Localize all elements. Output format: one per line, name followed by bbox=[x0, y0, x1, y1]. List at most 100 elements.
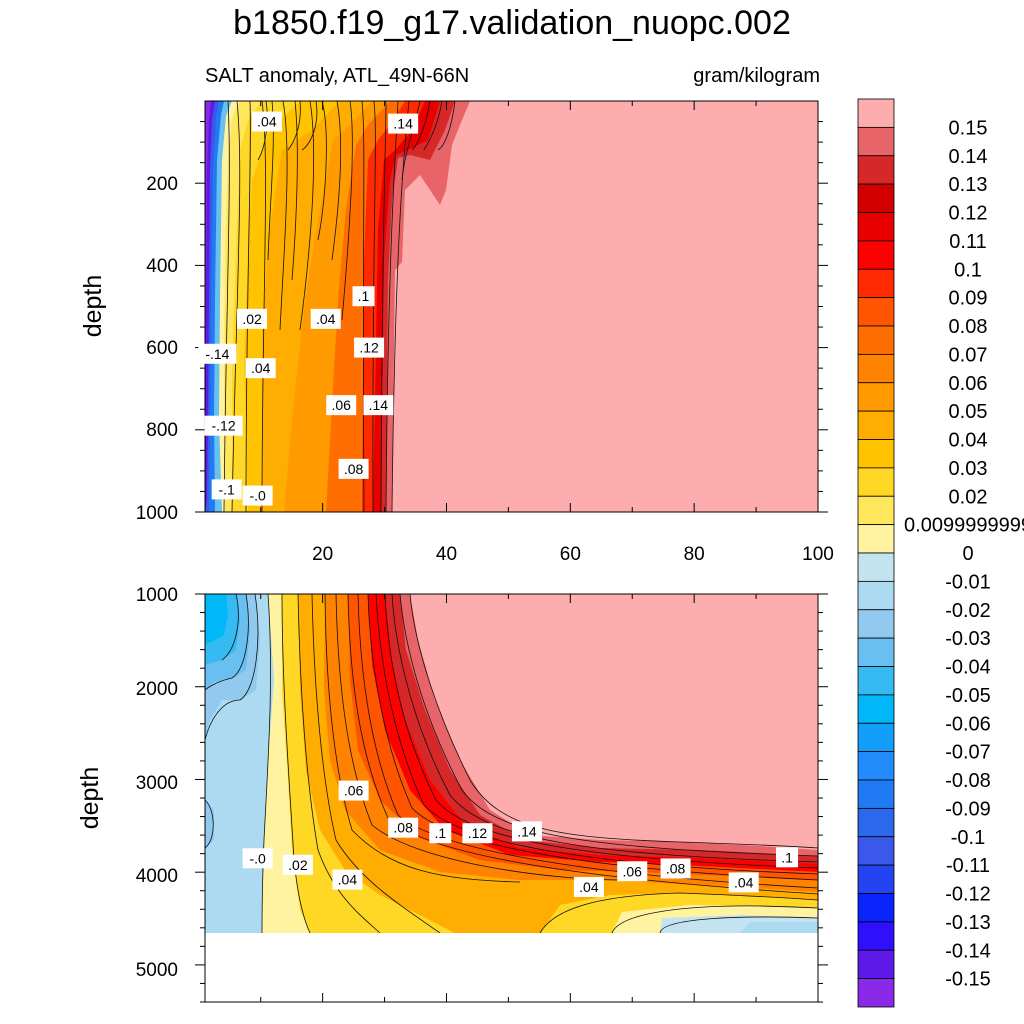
lower-panel: 1000 2000 3000 4000 5000 depth .06 .08 .1.… bbox=[76, 585, 828, 1003]
colorbar-box bbox=[857, 353, 895, 384]
contour-label-box bbox=[728, 872, 759, 893]
colorbar-labels: 0.15 0.14 0.13 0.12 0.11 0.1 0.09 0.08 0.07 0.06 0… bbox=[904, 117, 1024, 990]
contour-label: -.12 bbox=[204, 415, 243, 436]
contour-label: .06 bbox=[326, 395, 357, 416]
colorbar-label: -0.02 bbox=[945, 600, 991, 622]
lower-band-004 bbox=[205, 594, 818, 933]
colorbar-box bbox=[857, 807, 895, 838]
colorbar-label: -0.03 bbox=[945, 628, 991, 650]
colorbar-label: 0.15 bbox=[949, 117, 988, 139]
contour-label: .1 bbox=[352, 286, 375, 307]
contour-label-box bbox=[198, 343, 237, 364]
colorbar-box bbox=[857, 155, 895, 185]
colorbar-label: 0.02 bbox=[949, 486, 988, 508]
contour-label-box bbox=[354, 337, 385, 358]
colorbar-box bbox=[857, 552, 895, 582]
colorbar-box bbox=[857, 751, 895, 781]
contour-label-box bbox=[332, 869, 363, 890]
contour-label-box bbox=[363, 395, 394, 416]
contour-label-text: .1 bbox=[358, 288, 370, 304]
contour-label-box bbox=[237, 308, 268, 329]
contour-label-text: .06 bbox=[331, 397, 351, 413]
colorbar-label: 0.09 bbox=[949, 288, 988, 310]
upper-contour-labels: .04 .14 .02 .04 .1 .12 -.14 .04 .06 .14 -.12 .08 -.1… bbox=[198, 111, 419, 506]
colorbar-box bbox=[857, 126, 895, 157]
colorbar-label: 0.07 bbox=[949, 344, 988, 366]
contour-label: .06 bbox=[617, 861, 648, 882]
contour-label-box bbox=[511, 821, 542, 842]
colorbar-box bbox=[857, 382, 895, 412]
contour-label: .02 bbox=[237, 308, 268, 329]
contour-label: .08 bbox=[660, 858, 691, 879]
colorbar-label: 0.05 bbox=[949, 401, 988, 423]
contour-label-text: .06 bbox=[623, 863, 643, 879]
colorbar-label: 0.12 bbox=[949, 203, 988, 225]
colorbar: 0.15 0.14 0.13 0.12 0.11 0.1 0.09 0.08 0.07 0.06 0… bbox=[857, 98, 1024, 1008]
contour-label: -.14 bbox=[198, 343, 237, 364]
lower-y-tick-label: 1000 bbox=[136, 585, 178, 606]
contour-label: .04 bbox=[310, 308, 341, 329]
lower-y-tick-label: 2000 bbox=[136, 679, 178, 700]
colorbar-box bbox=[857, 297, 895, 327]
colorbar-box bbox=[857, 722, 895, 753]
contour-label-text: -.0 bbox=[249, 850, 266, 866]
colorbar-box bbox=[857, 268, 895, 299]
lower-band-neg006 bbox=[205, 594, 228, 644]
x-tick-label: 100 bbox=[802, 544, 834, 565]
contour-label: .1 bbox=[429, 823, 452, 844]
colorbar-label: -0.1 bbox=[951, 827, 985, 849]
contour-label: .06 bbox=[338, 780, 369, 801]
contour-label-text: .04 bbox=[251, 360, 271, 376]
colorbar-box bbox=[857, 978, 895, 1008]
upper-panel: 200 400 600 800 1000 depth 20 40 60 80 1… bbox=[79, 100, 834, 565]
colorbar-label: -0.11 bbox=[946, 855, 990, 877]
colorbar-label: -0.08 bbox=[945, 770, 991, 792]
colorbar-box bbox=[857, 467, 895, 497]
lower-band-neg002-east bbox=[740, 922, 818, 933]
contour-label: .14 bbox=[388, 113, 419, 134]
colorbar-box bbox=[857, 609, 895, 639]
colorbar-label: -0.06 bbox=[945, 713, 991, 735]
colorbar-box bbox=[857, 495, 895, 526]
upper-y-tick-label: 800 bbox=[146, 420, 178, 441]
colorbar-label: -0.15 bbox=[945, 969, 991, 991]
lower-field bbox=[205, 594, 818, 933]
contour-label-box bbox=[776, 847, 799, 868]
contour-label: .04 bbox=[245, 358, 276, 379]
contour-label: .08 bbox=[388, 817, 419, 838]
contour-label-box bbox=[242, 485, 273, 506]
contour-label-text: .14 bbox=[393, 116, 413, 132]
contour-label-text: .04 bbox=[316, 311, 336, 327]
colorbar-box bbox=[857, 98, 895, 128]
upper-tick-marks bbox=[195, 101, 828, 513]
colorbar-label: 0.08 bbox=[949, 316, 988, 338]
contour-label-box bbox=[338, 458, 369, 479]
upper-y-tick-label: 1000 bbox=[136, 503, 178, 524]
x-tick-label: 20 bbox=[312, 544, 333, 565]
contour-label-text: -.1 bbox=[218, 481, 235, 497]
contour-label: .12 bbox=[462, 823, 493, 844]
lower-y-axis-label: depth bbox=[76, 767, 104, 830]
colorbar-label: 0 bbox=[962, 543, 973, 565]
colorbar-label: -0.01 bbox=[945, 571, 991, 593]
contour-label-text: .04 bbox=[579, 879, 599, 895]
chart-title: b1850.f19_g17.validation_nuopc.002 bbox=[233, 4, 791, 42]
x-tick-label: 80 bbox=[684, 544, 705, 565]
contour-label: .14 bbox=[511, 821, 542, 842]
contour-label-text: .02 bbox=[288, 857, 308, 873]
colorbar-box bbox=[857, 325, 895, 355]
colorbar-label: 0.1 bbox=[954, 259, 982, 281]
contour-label: -.0 bbox=[242, 848, 273, 869]
upper-band-neg015 bbox=[205, 101, 211, 420]
lower-y-tick-label: 4000 bbox=[136, 866, 178, 887]
colorbar-label: -0.07 bbox=[945, 742, 991, 764]
contour-label-box bbox=[242, 848, 273, 869]
upper-y-tick-label: 600 bbox=[146, 338, 178, 359]
contour-label: .08 bbox=[338, 458, 369, 479]
contour-label-box bbox=[429, 823, 452, 844]
upper-y-tick-label: 400 bbox=[146, 256, 178, 277]
lower-y-tick-label: 5000 bbox=[136, 960, 178, 981]
contour-label: .04 bbox=[332, 869, 363, 890]
contour-label: .04 bbox=[728, 872, 759, 893]
